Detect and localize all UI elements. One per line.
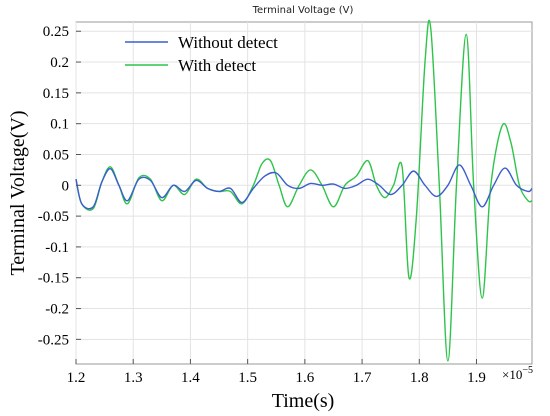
x-tick-label: 1.5	[238, 370, 257, 386]
y-tick-label: 0.2	[50, 55, 69, 71]
x-axis-label: Time(s)	[272, 390, 335, 412]
y-tick-label: 0.1	[50, 117, 69, 133]
x-axis-multiplier: ×10−5	[502, 365, 533, 382]
y-tick-label: 0.15	[43, 86, 69, 102]
y-tick-label: -0.1	[45, 240, 69, 256]
plot-area	[75, 21, 533, 365]
x-tick-label: 1.7	[353, 370, 372, 386]
y-tick-label: 0.05	[43, 147, 69, 163]
x-tick-label: 1.3	[124, 370, 143, 386]
x-tick-label: 1.9	[467, 370, 486, 386]
y-axis: 0.25 0.2 0.15 0.1 0.05 0 -0.05 -0.1 -0.15 -0.2 -0.…	[38, 24, 81, 348]
x-axis: 1.2 1.3 1.4 1.5 1.6 1.7 1.8 1.9	[67, 359, 486, 386]
legend-label-with-detect: With detect	[178, 56, 256, 75]
y-tick-label: -0.15	[38, 271, 69, 287]
series-line-without-detect	[75, 164, 533, 210]
x-tick-label: 1.6	[295, 370, 314, 386]
y-tick-label: -0.05	[38, 209, 69, 225]
chart-title: Terminal Voltage (V)	[252, 5, 354, 16]
x-tick-label: 1.2	[67, 370, 86, 386]
y-tick-label: -0.2	[45, 302, 69, 318]
y-tick-label: -0.25	[38, 332, 69, 348]
series-layer	[75, 19, 533, 362]
y-tick-label: 0.25	[43, 24, 69, 40]
x-tick-label: 1.4	[181, 370, 200, 386]
y-tick-label: 0	[62, 178, 70, 194]
legend-label-without-detect: Without detect	[178, 33, 278, 52]
x-tick-label: 1.8	[410, 370, 429, 386]
x-multiplier-exponent: −5	[522, 365, 533, 376]
x-multiplier-base: ×10	[502, 367, 522, 382]
legend: Without detect With detect	[125, 33, 278, 75]
y-axis-label: Terminal Voltage(V)	[7, 110, 29, 275]
series-line-with-detect	[75, 19, 533, 362]
